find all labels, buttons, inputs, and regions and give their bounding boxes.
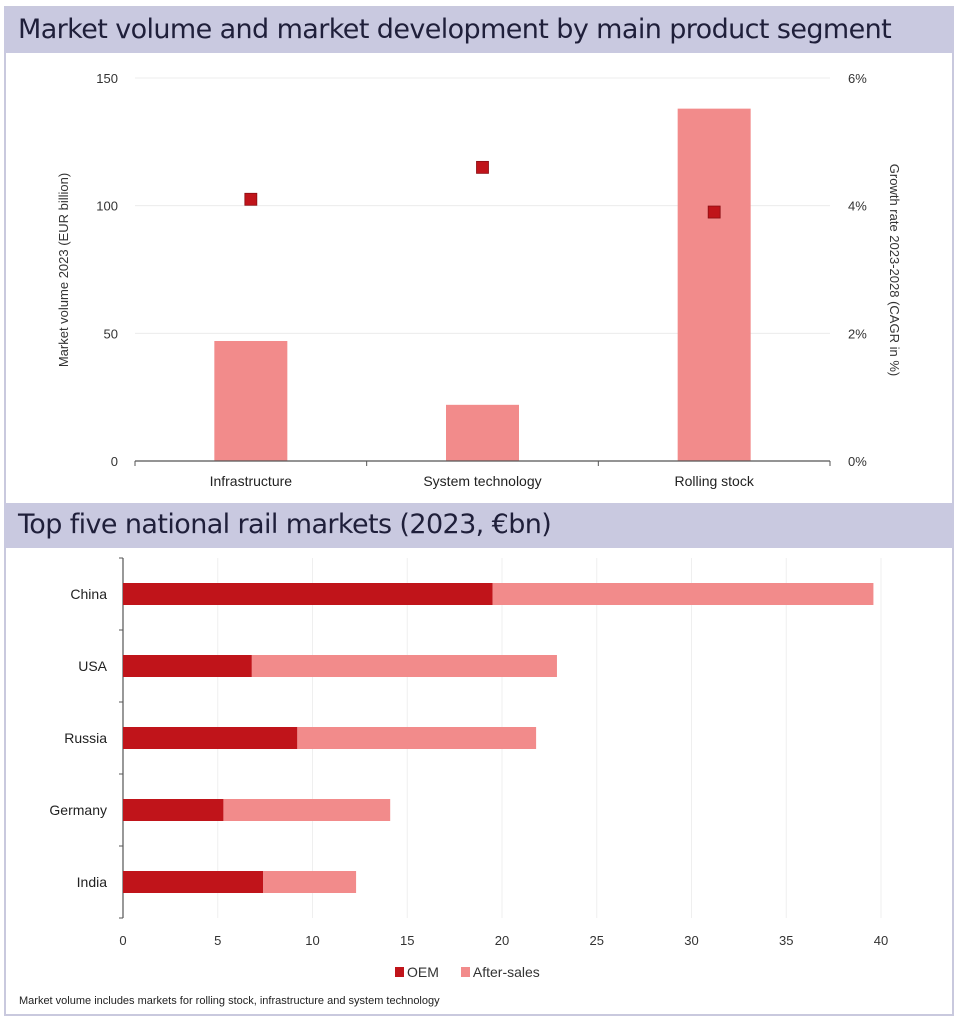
legend-item-after-sales: After-sales [460,964,540,980]
legend: OEM After-sales [395,964,540,980]
marker-growth-rate [476,160,489,174]
bar-market-volume [677,108,751,461]
legend-item-oem: OEM [395,964,439,980]
x-tick-label: 0 [119,933,126,948]
y-category-label: USA [78,658,107,674]
y-category-label: Russia [64,730,107,746]
y-tick-label-right: 2% [848,326,867,341]
y-tick-label-left: 150 [96,71,118,86]
x-tick-label: 40 [874,933,888,948]
y-axis-title-left: Market volume 2023 (EUR billion) [56,173,71,367]
x-tick-label: 30 [684,933,698,948]
x-category-label: Infrastructure [210,473,293,489]
y-tick-label-left: 50 [104,326,118,341]
bar-after-sales [263,871,357,893]
y-tick-label-right: 6% [848,71,867,86]
bar-market-volume [214,340,288,461]
bottom-chart-title: Top five national rail markets (2023, €b… [18,509,552,540]
top-chart-title: Market volume and market development by … [18,14,892,45]
top-chart-title-band: Market volume and market development by … [4,8,954,53]
bar-oem [123,799,224,821]
x-tick-label: 35 [779,933,793,948]
legend-label-oem: OEM [407,964,439,980]
y-tick-label-right: 0% [848,454,867,469]
footnote: Market volume includes markets for rolli… [19,995,440,1007]
bar-oem [123,655,252,677]
bar-after-sales [297,727,537,749]
y-tick-label-right: 4% [848,199,867,214]
x-tick-label: 10 [305,933,319,948]
bar-after-sales [251,655,557,677]
y-tick-label-left: 0 [111,454,118,469]
x-tick-label: 15 [400,933,414,948]
bar-oem [123,583,493,605]
x-tick-label: 20 [495,933,509,948]
x-tick-label: 5 [214,933,221,948]
y-axis-title-right: Growth rate 2023-2028 (CAGR in %) [887,164,902,376]
legend-swatch-oem [395,967,404,977]
marker-growth-rate [707,205,721,219]
x-tick-label: 25 [590,933,604,948]
bar-oem [123,871,264,893]
legend-label-after-sales: After-sales [472,964,540,980]
bottom-chart-title-band: Top five national rail markets (2023, €b… [4,503,954,548]
y-category-label: India [77,874,108,890]
y-tick-label-left: 100 [96,199,118,214]
marker-growth-rate [244,192,258,206]
bar-after-sales [223,799,391,821]
y-category-label: China [70,586,107,602]
legend-swatch-after-sales [460,967,470,977]
x-category-label: System technology [423,473,541,489]
y-category-label: Germany [49,802,107,818]
bar-after-sales [492,583,874,605]
x-category-label: Rolling stock [674,473,754,489]
bar-market-volume [446,404,519,461]
bar-oem [123,727,298,749]
